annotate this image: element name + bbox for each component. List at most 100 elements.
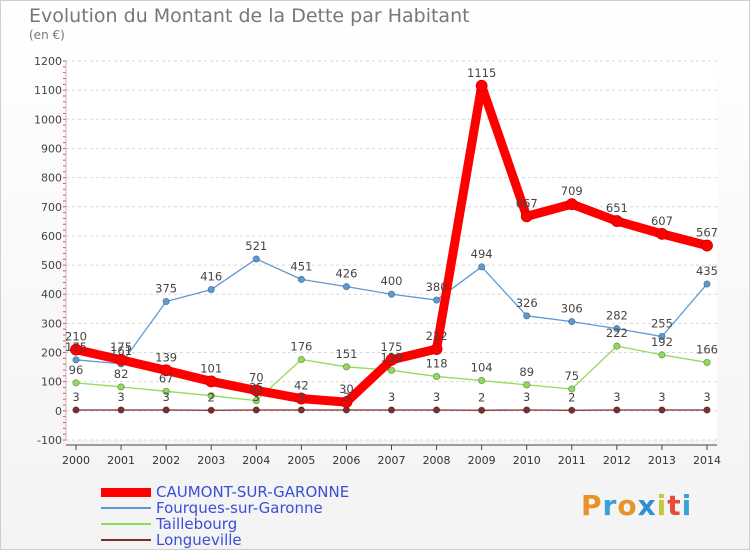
- proxiti-logo: Proxiti: [581, 489, 692, 522]
- data-label: 380: [426, 280, 448, 294]
- data-point: [478, 263, 486, 271]
- x-tick-label: 2000: [62, 454, 90, 467]
- data-label: 3: [613, 390, 620, 404]
- data-label: 3: [162, 390, 169, 404]
- data-label: 151: [335, 347, 357, 361]
- logo-letter: t: [667, 489, 682, 522]
- data-point: [475, 79, 488, 92]
- data-label: 435: [696, 264, 718, 278]
- data-point: [297, 406, 305, 414]
- data-label: 3: [523, 390, 530, 404]
- data-label: 2: [568, 390, 575, 404]
- data-label: 175: [110, 340, 132, 354]
- x-tick-label: 2003: [197, 454, 225, 467]
- y-tick-label: 300: [41, 317, 62, 330]
- data-label: 175: [65, 340, 87, 354]
- data-point: [252, 397, 260, 405]
- data-point: [117, 383, 125, 391]
- data-point: [160, 364, 173, 377]
- legend-label: Taillebourg: [156, 515, 238, 533]
- y-tick-label: 900: [41, 142, 62, 155]
- data-point: [430, 343, 443, 355]
- data-label: 426: [335, 267, 357, 281]
- y-tick-label: 800: [41, 172, 62, 185]
- data-point: [432, 372, 441, 381]
- data-point: [658, 332, 666, 341]
- data-point: [205, 375, 218, 388]
- data-label: 416: [200, 270, 222, 284]
- data-label: 667: [516, 196, 538, 210]
- data-label: 651: [606, 201, 628, 215]
- data-label: 326: [516, 296, 538, 310]
- y-tick-label: -100: [37, 434, 62, 447]
- data-label: 3: [253, 390, 260, 404]
- data-point: [523, 406, 531, 414]
- series-fourques-sur-garonne: [72, 255, 711, 368]
- logo-letter: r: [602, 489, 618, 522]
- data-label: 607: [651, 214, 673, 228]
- data-point: [613, 406, 621, 414]
- data-point: [387, 290, 396, 298]
- data-point: [72, 356, 80, 364]
- x-tick-label: 2004: [242, 454, 270, 467]
- data-label: 75: [564, 369, 579, 383]
- data-point: [568, 318, 576, 326]
- data-point: [703, 280, 711, 288]
- legend-swatch: [101, 523, 151, 525]
- data-label: 222: [606, 326, 628, 340]
- data-point: [252, 255, 260, 263]
- data-point: [701, 239, 713, 252]
- data-point: [72, 379, 80, 387]
- data-label: 3: [72, 390, 79, 404]
- data-label: 400: [381, 274, 403, 288]
- data-label: 451: [290, 259, 312, 273]
- legend-label: Longueville: [156, 531, 242, 549]
- y-tick-label: 1100: [34, 84, 62, 97]
- data-point: [703, 406, 711, 414]
- y-tick-label: 400: [41, 288, 62, 301]
- data-point: [656, 227, 668, 240]
- x-tick-label: 2012: [603, 454, 631, 467]
- data-point: [523, 381, 531, 389]
- x-tick-label: 2013: [648, 454, 676, 467]
- logo-letter: x: [637, 489, 657, 522]
- data-label: 3: [703, 390, 710, 404]
- x-tick-label: 2001: [107, 454, 135, 467]
- chart-unit: (en €): [29, 28, 65, 42]
- data-point: [162, 406, 170, 414]
- data-point: [478, 406, 486, 414]
- data-label: 104: [471, 361, 493, 375]
- y-tick-label: 100: [41, 376, 62, 389]
- data-point: [252, 406, 260, 414]
- data-point: [162, 297, 170, 306]
- data-point: [340, 396, 353, 409]
- data-point: [207, 285, 215, 294]
- data-point: [385, 353, 398, 366]
- logo-letter: i: [681, 489, 693, 522]
- data-point: [568, 385, 576, 393]
- data-point: [115, 353, 127, 366]
- data-label: 210: [65, 330, 87, 344]
- data-point: [295, 392, 308, 405]
- data-label: 176: [290, 340, 312, 354]
- series-longueville: [72, 406, 711, 414]
- data-point: [432, 296, 441, 304]
- y-tick-label: 1000: [34, 113, 62, 126]
- data-label: 375: [155, 282, 177, 296]
- data-point: [70, 343, 82, 356]
- data-point: [387, 366, 396, 374]
- data-point: [297, 355, 305, 364]
- y-tick-label: 500: [41, 259, 62, 272]
- data-point: [342, 363, 351, 371]
- y-tick-label: 700: [41, 201, 62, 214]
- x-tick-label: 2011: [558, 454, 586, 467]
- legend-swatch: [101, 488, 151, 497]
- data-point: [72, 406, 80, 414]
- data-point: [520, 210, 533, 223]
- legend-label: Fourques-sur-Garonne: [156, 499, 323, 517]
- y-tick-label: 0: [55, 405, 62, 418]
- data-label: 30: [339, 382, 354, 396]
- data-label: 3: [388, 390, 395, 404]
- data-label: 3: [658, 390, 665, 404]
